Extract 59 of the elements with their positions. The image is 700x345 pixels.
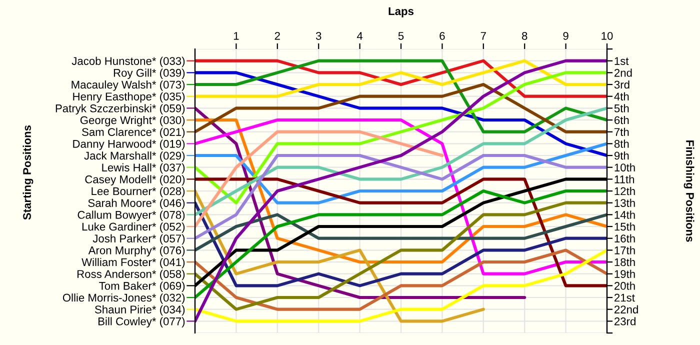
legend-label: Danny Harwood* (019): [73, 140, 185, 150]
y-tick-label: 14th: [614, 210, 635, 219]
y-tick-label: 19th: [614, 270, 635, 278]
legend-label: Jacob Hunstone* (033): [72, 56, 185, 68]
y-tick-label: 5th: [614, 104, 629, 112]
x-tick-label: 2: [274, 32, 280, 40]
x-tick-label: 10: [602, 32, 613, 40]
legend-label: Ross Anderson* (058): [77, 270, 185, 280]
x-tick-label: 7: [480, 32, 486, 40]
legend-label: Callum Bowyer* (078): [78, 210, 185, 221]
y-tick-label: 4th: [614, 92, 629, 100]
x-tick-label: 9: [563, 32, 568, 40]
x-axis-title: Laps: [388, 7, 414, 18]
x-tick-label: 3: [316, 32, 322, 40]
y-tick-label: 23rd: [614, 317, 636, 326]
x-tick-label: 1: [234, 32, 239, 40]
legend-label: Patryk Szczerbinski* (059): [56, 104, 185, 114]
y-tick-label: 3rd: [614, 80, 630, 89]
x-tick-label: 6: [440, 32, 445, 40]
legend-label: Luke Gardiner* (052): [82, 222, 185, 233]
y-tick-label: 9th: [614, 151, 629, 160]
y-tick-label: 2nd: [614, 68, 632, 77]
legend-label: Shaun Pirie* (034): [94, 305, 185, 316]
x-tick-label: 4: [356, 32, 363, 40]
y-tick-label: 17th: [614, 246, 635, 254]
legend-label: Lewis Hall* (037): [102, 163, 185, 174]
y-tick-label: 7th: [614, 128, 629, 136]
y-tick-label: 6th: [614, 116, 629, 124]
legend-label: Macauley Walsh* (073): [72, 80, 185, 91]
legend-label: Sarah Moore* (046): [88, 198, 185, 210]
legend-label: Tom Baker* (069): [99, 282, 185, 292]
y-axis-title: Finishing Positions: [684, 140, 694, 242]
y-tick-label: 15th: [614, 222, 635, 231]
y-tick-label: 22nd: [614, 305, 638, 314]
y-tick-label: 20th: [614, 282, 635, 290]
y-tick-label: 1st: [614, 57, 629, 65]
x-tick-label: 5: [398, 32, 404, 40]
y-tick-label: 10th: [614, 163, 635, 172]
y-tick-label: 16th: [614, 234, 635, 242]
legend-label: Sam Clarence* (021): [82, 128, 185, 138]
legend-label: William Foster* (041): [82, 258, 185, 268]
x-tick-label: 8: [522, 32, 528, 40]
legend-label: Bill Cowley* (077): [98, 317, 185, 328]
legend-label: Henry Easthope* (035): [73, 92, 185, 103]
legend-label: Ollie Morris-Jones* (032): [62, 293, 185, 304]
legend-label: Lee Bourner* (028): [92, 186, 185, 198]
legend-label: Roy Gill* (039): [114, 68, 185, 79]
legend-label: George Wright* (030): [80, 116, 185, 126]
legend-label: Jack Marshall* (029): [84, 151, 185, 162]
y-tick-label: 21st: [614, 294, 635, 302]
y-tick-label: 18th: [614, 258, 635, 266]
text: Starting Positions: [22, 125, 34, 220]
y-tick-label: 13th: [614, 198, 635, 207]
y-tick-label: 8th: [614, 140, 629, 148]
legend-label: Aron Murphy* (076): [88, 246, 185, 256]
legend-label: Casey Modell* (020): [85, 175, 185, 186]
y-tick-label: 12th: [614, 186, 635, 196]
legend-label: Josh Parker* (057): [92, 234, 185, 245]
y-tick-label: 11th: [614, 175, 634, 184]
